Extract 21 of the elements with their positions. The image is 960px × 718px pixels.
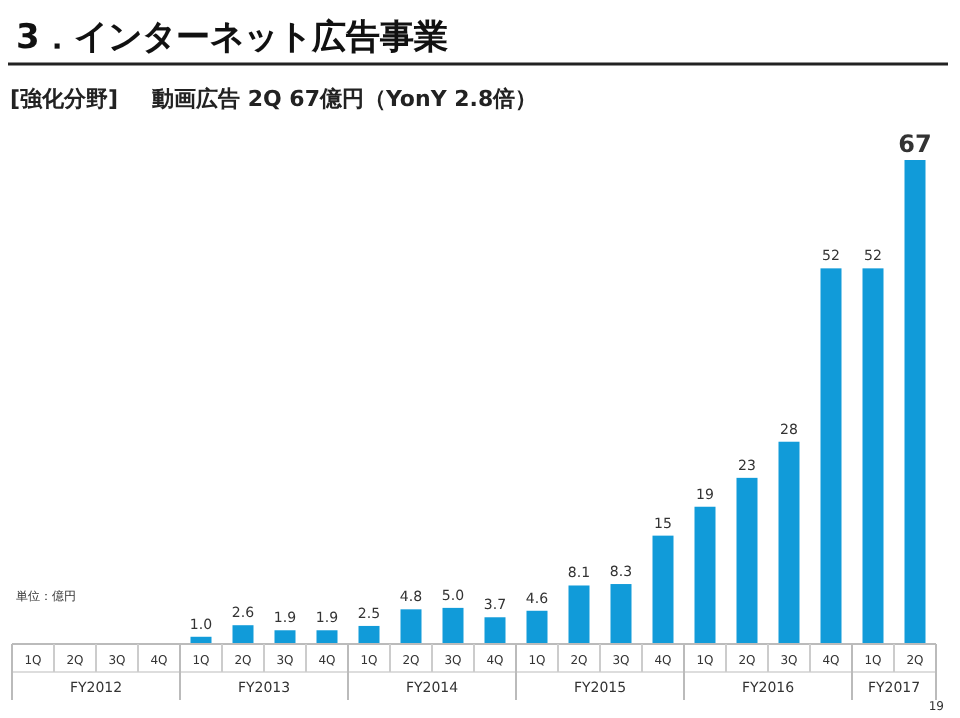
text: 動画広告 2Q 67億円（YonY 2.8倍） <box>150 86 538 112</box>
bar <box>736 477 758 644</box>
bar <box>568 585 590 644</box>
chart-title: 3．インターネット広告事業 <box>16 18 448 58</box>
bar <box>358 625 380 644</box>
bar <box>610 584 632 644</box>
bar <box>274 630 296 644</box>
bar <box>484 617 506 644</box>
bar <box>820 268 842 644</box>
bar <box>904 160 926 644</box>
bar <box>232 625 254 644</box>
text: [強化分野] <box>10 86 119 112</box>
bar <box>526 610 548 644</box>
bar <box>778 441 800 644</box>
bar <box>400 609 422 644</box>
bar <box>862 268 884 644</box>
bar <box>652 535 674 644</box>
data-label: 67 <box>898 130 932 158</box>
bar <box>694 506 716 644</box>
bar <box>316 630 338 644</box>
bar <box>442 607 464 644</box>
